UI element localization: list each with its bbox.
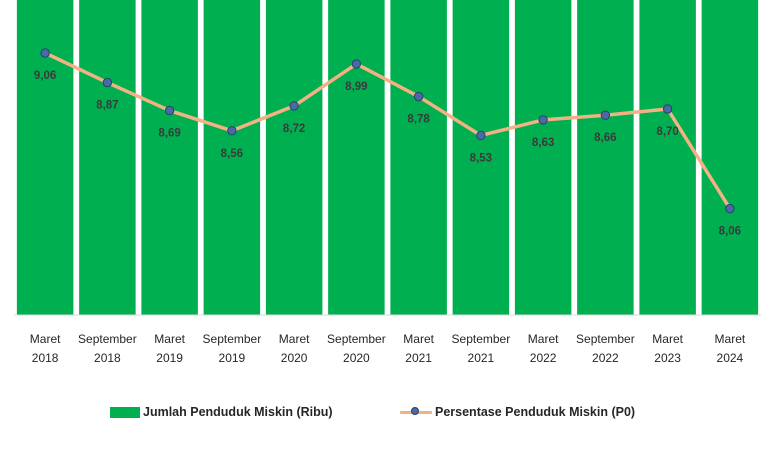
bar — [203, 0, 261, 315]
line-marker — [538, 115, 548, 125]
bar — [328, 0, 385, 315]
x-tick-label-period: Maret — [652, 332, 683, 346]
x-tick-label-year: 2020 — [343, 351, 370, 365]
x-tick-label-year: 2018 — [94, 351, 121, 365]
legend-bar-swatch — [110, 406, 140, 418]
bar — [452, 0, 510, 315]
bar — [79, 0, 136, 315]
x-tick-label-year: 2021 — [468, 351, 495, 365]
line-value-label: 8,70 — [656, 126, 678, 138]
line-value-label: 8,78 — [407, 114, 430, 126]
x-tick-label-period: Maret — [30, 332, 61, 346]
line-marker — [662, 104, 673, 114]
bar — [265, 0, 323, 315]
x-tick-label-period: Maret — [279, 332, 310, 346]
x-tick-label-period: Maret — [715, 332, 746, 346]
bar — [16, 0, 74, 315]
legend-bar-label: Jumlah Penduduk Miskin (Ribu) — [143, 405, 333, 419]
line-value-label: 8,06 — [719, 226, 741, 238]
x-tick-label-year: 2021 — [405, 351, 432, 365]
line-value-label: 8,66 — [594, 132, 616, 144]
line-marker — [289, 101, 299, 111]
line-value-label: 8,99 — [345, 81, 367, 93]
bar — [390, 0, 447, 315]
bar-series — [16, 0, 759, 315]
x-tick-label-period: September — [78, 332, 137, 346]
line-series — [40, 48, 735, 214]
line-value-label: 8,63 — [532, 137, 554, 149]
x-tick-label-period: September — [576, 332, 635, 346]
legend-item-line: Persentase Penduduk Miskin (P0) — [400, 402, 635, 422]
line-marker — [227, 126, 237, 136]
legend-line-swatch — [400, 406, 432, 418]
x-tick-label-period: September — [327, 332, 386, 346]
bar — [701, 0, 759, 315]
x-tick-label-period: September — [203, 332, 262, 346]
x-tick-label-year: 2022 — [592, 351, 619, 365]
line-value-label: 8,69 — [158, 128, 180, 140]
line-value-label: 8,56 — [221, 148, 243, 160]
line-value-label: 8,87 — [96, 100, 118, 112]
bar — [141, 0, 198, 315]
x-tick-label-year: 2019 — [156, 351, 183, 365]
line-marker — [351, 59, 362, 69]
x-tick-label-year: 2019 — [219, 351, 246, 365]
legend-item-bar: Jumlah Penduduk Miskin (Ribu) — [110, 402, 333, 422]
line-marker — [600, 110, 611, 120]
x-tick-label-year: 2023 — [654, 351, 681, 365]
line-marker — [164, 105, 175, 116]
x-tick-labels: Maret 2018 September 2018 Maret 2019 September… — [30, 332, 746, 365]
x-tick-label-period: Maret — [154, 332, 185, 346]
line-value-label: 8,72 — [283, 123, 305, 135]
x-tick-label-period: September — [452, 332, 511, 346]
legend-line-label: Persentase Penduduk Miskin (P0) — [435, 405, 636, 419]
line-marker — [102, 77, 113, 88]
line-marker — [725, 203, 735, 214]
bar — [577, 0, 634, 315]
line-value-label: 9,06 — [34, 70, 56, 82]
legend: Jumlah Penduduk Miskin (Ribu) Persentase… — [0, 402, 770, 422]
legend-line-marker — [411, 407, 419, 415]
line-marker — [413, 91, 424, 102]
line-path — [43, 51, 732, 211]
bar — [514, 0, 572, 315]
x-tick-label-year: 2020 — [281, 351, 308, 365]
x-tick-label-year: 2018 — [32, 351, 59, 365]
line-data-labels: 9,06 8,87 8,69 8,56 8,72 8,99 8,78 8,53 8,63 8,66… — [34, 70, 741, 238]
line-marker — [40, 48, 50, 58]
line-value-label: 8,53 — [470, 152, 492, 164]
x-tick-label-year: 2024 — [717, 351, 744, 365]
bar — [639, 0, 696, 315]
x-tick-label-year: 2022 — [530, 351, 557, 365]
chart-svg: 792,63779,64767,80759,58776,83800,24784,… — [14, 0, 761, 365]
x-tick-label-period: Maret — [528, 332, 559, 346]
x-tick-label-period: Maret — [403, 332, 434, 346]
line-marker — [476, 130, 486, 141]
